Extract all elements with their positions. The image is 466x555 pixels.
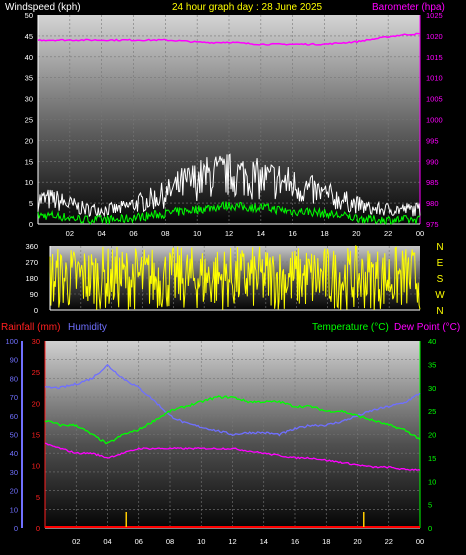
baro-tick-label: 1005 bbox=[426, 95, 443, 104]
wind-axis-label: Windspeed (kph) bbox=[5, 2, 81, 13]
wind-tick-label: 20 bbox=[25, 136, 33, 145]
humidity-tick-label: 100 bbox=[5, 337, 18, 346]
wind-tick-label: 45 bbox=[25, 32, 33, 41]
temperature-tick-label: 20 bbox=[428, 431, 436, 440]
windspeed-line bbox=[37, 153, 421, 218]
wind-x-tick-label: 14 bbox=[257, 229, 265, 238]
rainfall-tick-label: 10 bbox=[32, 462, 40, 471]
rainfall-tick-label: 15 bbox=[32, 431, 40, 440]
humidity-tick-label: 70 bbox=[10, 393, 18, 402]
dewpoint-axis-label: Dew Point (°C) bbox=[394, 322, 460, 333]
wind-tick-label: 40 bbox=[25, 53, 33, 62]
baro-tick-label: 1015 bbox=[426, 53, 443, 62]
baro-tick-label: 990 bbox=[426, 157, 439, 166]
climate-x-tick-label: 16 bbox=[291, 537, 299, 546]
rainfall-tick-label: 20 bbox=[32, 399, 40, 408]
rainfall-tick-label: 30 bbox=[32, 337, 40, 346]
baro-tick-label: 1010 bbox=[426, 74, 443, 83]
direction-tick-label: 90 bbox=[30, 290, 38, 299]
humidity-tick-label: 30 bbox=[10, 468, 18, 477]
humidity-tick-label: 40 bbox=[10, 449, 18, 458]
baro-tick-label: 985 bbox=[426, 178, 439, 187]
climate-x-tick-label: 12 bbox=[228, 537, 236, 546]
baro-tick-label: 995 bbox=[426, 136, 439, 145]
climate-x-tick-label: 10 bbox=[197, 537, 205, 546]
rainfall-axis-label: Rainfall (mm) bbox=[1, 322, 60, 333]
wind-tick-label: 15 bbox=[25, 157, 33, 166]
wind-tick-label: 5 bbox=[29, 199, 33, 208]
humidity-tick-label: 20 bbox=[10, 487, 18, 496]
wind-x-tick-label: 20 bbox=[352, 229, 360, 238]
direction-tick-label: 0 bbox=[34, 306, 38, 315]
temperature-axis-label: Temperature (°C) bbox=[312, 322, 389, 333]
wind-x-tick-label: 18 bbox=[320, 229, 328, 238]
wind-tick-label: 30 bbox=[25, 95, 33, 104]
temperature-tick-label: 35 bbox=[428, 360, 436, 369]
wind-x-tick-label: 12 bbox=[225, 229, 233, 238]
baro-tick-label: 1020 bbox=[426, 32, 443, 41]
chart-title: 24 hour graph day : 28 June 2025 bbox=[172, 2, 323, 13]
temperature-tick-label: 15 bbox=[428, 454, 436, 463]
temperature-tick-label: 30 bbox=[428, 384, 436, 393]
direction-tick-label: 270 bbox=[25, 258, 38, 267]
wind-x-tick-label: 22 bbox=[384, 229, 392, 238]
climate-x-tick-label: 02 bbox=[72, 537, 80, 546]
humidity-tick-label: 50 bbox=[10, 431, 18, 440]
humidity-tick-label: 0 bbox=[14, 524, 18, 533]
rainfall-tick-label: 25 bbox=[32, 368, 40, 377]
compass-label: S bbox=[437, 274, 444, 285]
wind-x-tick-label: 02 bbox=[66, 229, 74, 238]
wind-x-tick-label: 00 bbox=[416, 229, 424, 238]
compass-label: N bbox=[436, 242, 443, 253]
temperature-tick-label: 10 bbox=[428, 477, 436, 486]
compass-label: E bbox=[437, 258, 444, 269]
climate-x-tick-label: 18 bbox=[322, 537, 330, 546]
humidity-tick-label: 80 bbox=[10, 374, 18, 383]
compass-label: W bbox=[435, 290, 445, 301]
baro-axis-label: Barometer (hpa) bbox=[372, 2, 445, 13]
humidity-tick-label: 90 bbox=[10, 356, 18, 365]
wind-tick-label: 25 bbox=[25, 116, 33, 125]
climate-x-tick-label: 22 bbox=[385, 537, 393, 546]
climate-x-tick-label: 14 bbox=[260, 537, 268, 546]
wind-x-tick-label: 08 bbox=[161, 229, 169, 238]
humidity-axis-label: Humidity bbox=[68, 322, 107, 333]
humidity-line bbox=[44, 363, 421, 437]
wind-tick-label: 10 bbox=[25, 178, 33, 187]
wind-x-tick-label: 16 bbox=[288, 229, 296, 238]
wind-direction-line bbox=[49, 245, 421, 311]
baro-tick-label: 1000 bbox=[426, 116, 443, 125]
humidity-tick-label: 60 bbox=[10, 412, 18, 421]
compass-label: N bbox=[436, 306, 443, 317]
climate-x-tick-label: 04 bbox=[103, 537, 111, 546]
dewpoint-line bbox=[44, 442, 421, 471]
wind-average-line bbox=[37, 201, 421, 226]
humidity-tick-label: 10 bbox=[10, 505, 18, 514]
wind-tick-label: 35 bbox=[25, 74, 33, 83]
temperature-line bbox=[44, 395, 421, 445]
climate-x-tick-label: 00 bbox=[416, 537, 424, 546]
wind-x-tick-label: 06 bbox=[129, 229, 137, 238]
wind-x-tick-label: 10 bbox=[193, 229, 201, 238]
wind-tick-label: 50 bbox=[25, 11, 33, 20]
barometer-line bbox=[37, 32, 420, 46]
rainfall-tick-label: 5 bbox=[36, 493, 40, 502]
climate-x-tick-label: 20 bbox=[353, 537, 361, 546]
temperature-tick-label: 5 bbox=[428, 501, 432, 510]
rainfall-tick-label: 0 bbox=[36, 524, 40, 533]
temperature-tick-label: 0 bbox=[428, 524, 432, 533]
temperature-tick-label: 25 bbox=[428, 407, 436, 416]
wind-x-tick-label: 04 bbox=[97, 229, 105, 238]
temperature-tick-label: 40 bbox=[428, 337, 436, 346]
direction-tick-label: 360 bbox=[25, 242, 38, 251]
wind-tick-label: 0 bbox=[29, 220, 33, 229]
climate-x-tick-label: 08 bbox=[166, 537, 174, 546]
climate-x-tick-label: 06 bbox=[135, 537, 143, 546]
direction-tick-label: 180 bbox=[25, 274, 38, 283]
baro-tick-label: 980 bbox=[426, 199, 439, 208]
baro-tick-label: 1025 bbox=[426, 11, 443, 20]
baro-tick-label: 975 bbox=[426, 220, 439, 229]
